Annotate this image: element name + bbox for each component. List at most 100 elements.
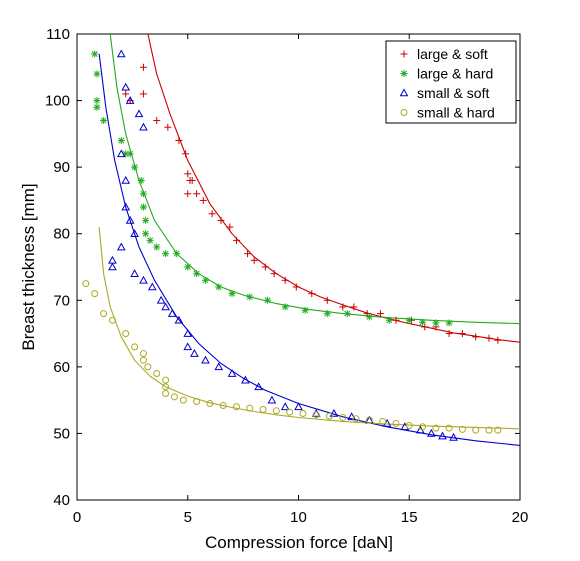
y-tick-label: 50 — [53, 425, 70, 442]
data-point-2 — [147, 282, 157, 291]
data-point-1 — [184, 263, 192, 271]
data-point-0 — [175, 137, 183, 145]
data-point-0 — [472, 333, 480, 341]
data-point-0 — [226, 223, 234, 231]
data-point-2 — [449, 432, 458, 441]
data-point-3 — [472, 426, 480, 434]
legend-marker-2 — [399, 88, 409, 97]
data-point-1 — [139, 203, 147, 211]
data-point-1 — [323, 310, 331, 318]
legend-label: small & hard — [417, 105, 495, 121]
data-point-3 — [286, 408, 294, 416]
data-point-3 — [494, 426, 502, 434]
data-point-0 — [494, 336, 502, 344]
data-point-3 — [179, 396, 187, 404]
data-point-1 — [419, 318, 427, 326]
data-point-3 — [144, 363, 152, 371]
x-tick-label: 10 — [290, 509, 307, 526]
data-point-3 — [139, 356, 147, 364]
data-point-2 — [240, 375, 250, 384]
data-point-2 — [125, 215, 135, 224]
data-point-2 — [156, 295, 166, 304]
data-point-0 — [376, 310, 384, 318]
x-tick-label: 0 — [73, 509, 81, 526]
data-point-2 — [227, 368, 237, 377]
data-point-1 — [91, 50, 99, 58]
data-point-0 — [199, 196, 207, 204]
data-point-2 — [438, 431, 447, 440]
data-point-1 — [100, 117, 108, 125]
data-point-3 — [379, 417, 387, 425]
data-point-1 — [93, 97, 101, 105]
x-tick-label: 5 — [184, 509, 192, 526]
x-tick-label: 15 — [401, 509, 418, 526]
fit-line-0 — [147, 33, 521, 343]
data-point-3 — [405, 421, 413, 429]
data-point-0 — [208, 210, 216, 218]
data-point-3 — [91, 290, 99, 298]
data-point-1 — [193, 270, 201, 278]
x-axis-label: Compression force [daN] — [205, 533, 393, 552]
data-point-2 — [280, 402, 290, 411]
data-point-1 — [162, 250, 170, 258]
data-point-1 — [343, 310, 351, 318]
data-point-0 — [339, 303, 347, 311]
data-point-1 — [126, 150, 134, 158]
legend-label: large & hard — [417, 66, 493, 82]
data-point-0 — [184, 170, 192, 178]
data-point-2 — [130, 229, 139, 238]
data-point-0 — [261, 263, 269, 271]
data-point-2 — [427, 428, 436, 437]
data-point-3 — [193, 397, 201, 405]
data-point-3 — [352, 415, 360, 423]
legend-label: small & soft — [417, 85, 489, 101]
data-point-1 — [215, 283, 223, 291]
data-point-3 — [272, 407, 280, 415]
data-point-2 — [121, 175, 131, 184]
data-point-0 — [193, 190, 201, 198]
data-point-0 — [182, 150, 190, 158]
data-point-1 — [365, 313, 373, 321]
data-point-0 — [292, 283, 300, 291]
data-point-1 — [146, 236, 154, 244]
data-point-0 — [458, 330, 466, 338]
data-point-1 — [228, 290, 236, 298]
data-point-3 — [326, 412, 334, 420]
data-point-0 — [188, 176, 196, 184]
y-tick-label: 80 — [53, 226, 70, 243]
legend-marker-3 — [400, 109, 408, 116]
data-point-3 — [100, 310, 108, 318]
data-point-3 — [153, 370, 161, 378]
data-point-2 — [183, 329, 193, 337]
y-tick-label: 100 — [45, 93, 70, 110]
data-point-0 — [164, 123, 172, 131]
data-point-1 — [93, 70, 101, 78]
data-point-2 — [183, 342, 193, 351]
data-point-1 — [201, 276, 209, 284]
data-point-1 — [432, 319, 440, 327]
data-point-1 — [301, 306, 309, 314]
data-point-2 — [125, 96, 135, 104]
data-point-1 — [153, 243, 161, 251]
data-point-0 — [122, 90, 130, 98]
data-point-3 — [419, 423, 427, 431]
data-point-3 — [139, 350, 147, 358]
data-point-2 — [116, 242, 126, 251]
data-point-3 — [82, 280, 90, 288]
data-point-0 — [139, 63, 147, 71]
data-point-3 — [162, 389, 170, 397]
data-point-0 — [244, 250, 252, 258]
data-point-0 — [270, 270, 278, 278]
data-point-1 — [173, 250, 181, 258]
data-point-3 — [485, 426, 493, 434]
data-point-2 — [167, 309, 177, 317]
data-point-1 — [281, 303, 289, 311]
data-point-3 — [219, 401, 227, 409]
data-point-2 — [121, 202, 131, 211]
data-point-2 — [174, 315, 184, 324]
data-point-3 — [206, 399, 214, 407]
y-tick-label: 60 — [53, 359, 70, 376]
data-point-2 — [116, 49, 126, 58]
data-point-2 — [108, 255, 117, 264]
data-point-1 — [131, 163, 139, 171]
